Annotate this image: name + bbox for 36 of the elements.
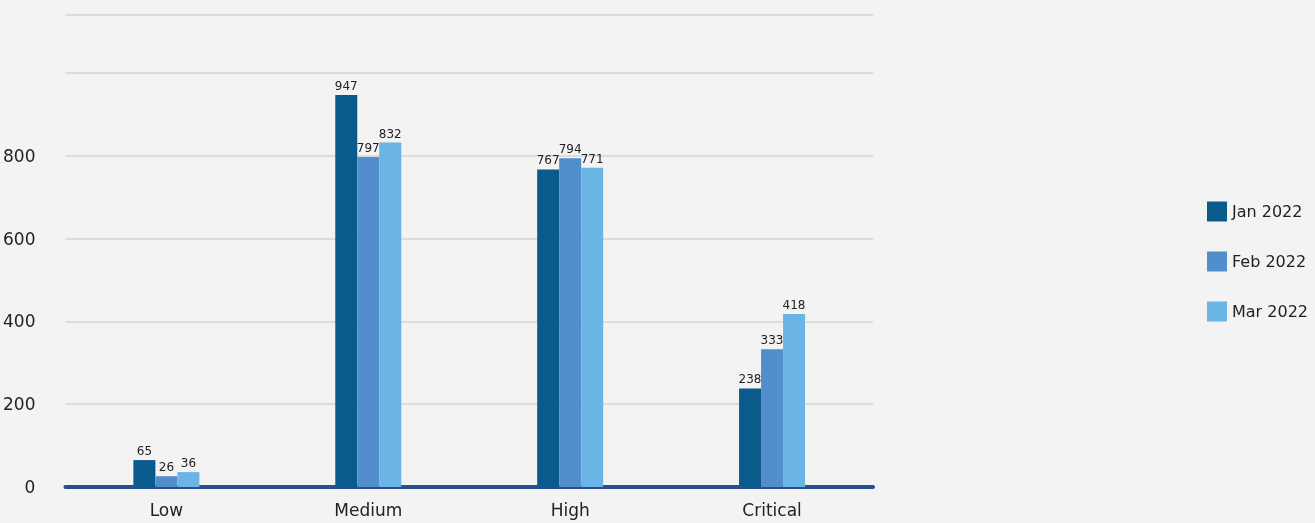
data-label: 767	[536, 153, 560, 168]
bar	[379, 142, 402, 487]
bar	[357, 157, 380, 487]
data-label: 36	[180, 456, 197, 471]
x-tick-label: High	[550, 499, 590, 520]
data-label: 333	[760, 333, 784, 348]
legend-label: Mar 2022	[1232, 302, 1309, 321]
x-tick-label: Medium	[334, 499, 403, 520]
bar	[335, 94, 358, 487]
data-label: 238	[738, 372, 762, 387]
data-label: 797	[356, 141, 380, 156]
data-label: 26	[158, 460, 175, 475]
data-label: 771	[580, 151, 604, 166]
y-tick-label: 200	[2, 394, 36, 415]
bar	[739, 388, 762, 487]
bar	[537, 169, 560, 487]
data-label: 832	[378, 126, 402, 141]
bar	[177, 472, 200, 487]
y-tick-label: 0	[24, 477, 36, 497]
bar	[559, 158, 582, 487]
legend-label: Jan 2022	[1231, 202, 1303, 221]
y-tick-label: 600	[2, 228, 36, 249]
data-label: 794	[558, 142, 582, 157]
bar	[761, 349, 784, 487]
bar	[783, 313, 806, 487]
y-tick-label: 800	[2, 145, 36, 166]
bar	[155, 476, 178, 487]
x-tick-label: Critical	[742, 499, 802, 520]
bar	[133, 460, 156, 487]
data-label: 65	[136, 444, 153, 459]
y-tick-label: 400	[2, 311, 36, 332]
data-label: 418	[782, 297, 806, 312]
legend-label: Feb 2022	[1232, 252, 1307, 271]
data-label: 947	[334, 78, 358, 93]
x-tick-label: Low	[149, 499, 184, 520]
bar	[581, 167, 604, 487]
